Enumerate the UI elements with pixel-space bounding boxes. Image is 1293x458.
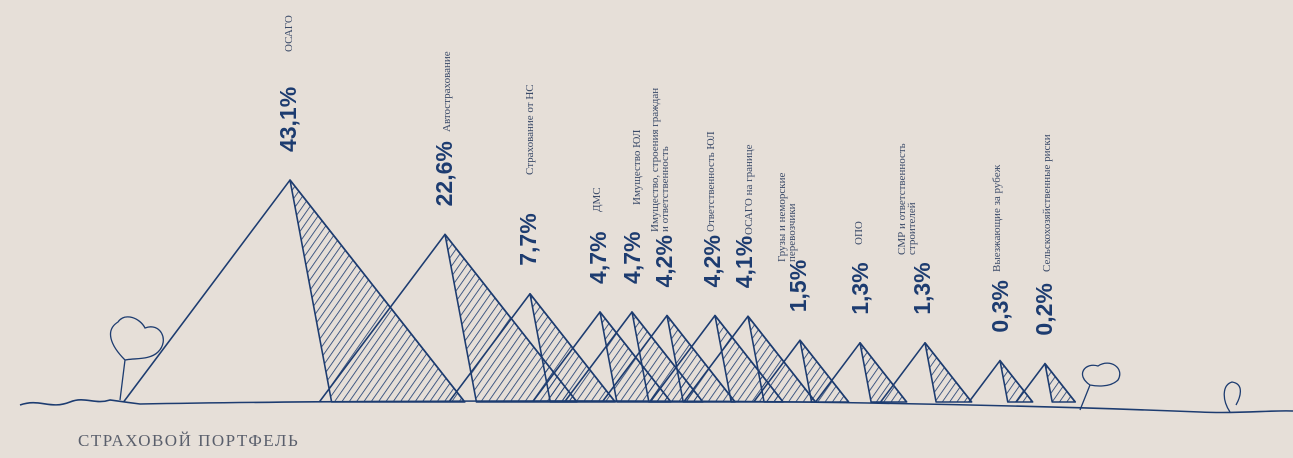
category-label: СМР и ответственностьстроителей bbox=[896, 143, 918, 255]
category-label: Имущество ЮЛ bbox=[631, 129, 643, 205]
value-label: 1,3% bbox=[909, 262, 935, 314]
mountain-outline bbox=[814, 341, 908, 403]
category-label: Выезжающие за рубеж bbox=[991, 164, 1003, 272]
value-label: 4,2% bbox=[651, 235, 677, 287]
value-label: 4,7% bbox=[619, 232, 645, 284]
category-label: Ответственность ЮЛ bbox=[705, 131, 717, 232]
category-label: Сельскохозяйственные риски bbox=[1041, 134, 1053, 272]
mountain-outline bbox=[1015, 362, 1076, 403]
mountain-outline bbox=[448, 292, 616, 403]
mountain-outline bbox=[122, 179, 466, 403]
value-label: 4,7% bbox=[585, 232, 611, 284]
mountain-outline bbox=[968, 359, 1034, 403]
value-label: 0,3% bbox=[987, 280, 1013, 332]
value-label: 0,2% bbox=[1031, 283, 1057, 335]
category-label: Имущество, строения граждани ответственн… bbox=[649, 88, 671, 232]
value-label: 1,3% bbox=[847, 262, 873, 314]
value-label: 22,6% bbox=[431, 141, 457, 206]
mountain-outline bbox=[879, 341, 973, 403]
value-label: 4,2% bbox=[699, 235, 725, 287]
mountain-outline bbox=[683, 315, 817, 403]
category-label: ДМС bbox=[591, 187, 603, 212]
category-label: ОПО bbox=[853, 221, 865, 245]
chart-title: СТРАХОВОЙ ПОРТФЕЛЬ bbox=[78, 431, 299, 450]
category-label: Страхование от НС bbox=[524, 84, 536, 175]
category-label: ОСАГО на границе bbox=[743, 144, 755, 235]
mountain-outline bbox=[318, 233, 578, 403]
mountain-outline bbox=[753, 339, 850, 403]
value-label: 1,5% bbox=[785, 260, 811, 312]
mountain-outline bbox=[601, 314, 736, 403]
value-label: 7,7% bbox=[515, 213, 541, 265]
category-label: Автострахование bbox=[441, 51, 453, 132]
value-label: 4,1% bbox=[731, 236, 757, 288]
category-label: ОСАГО bbox=[283, 15, 295, 52]
category-label: Грузы и неморскиеперевозчики bbox=[776, 173, 798, 262]
value-label: 43,1% bbox=[275, 87, 301, 152]
tree-doodle bbox=[109, 316, 1242, 413]
